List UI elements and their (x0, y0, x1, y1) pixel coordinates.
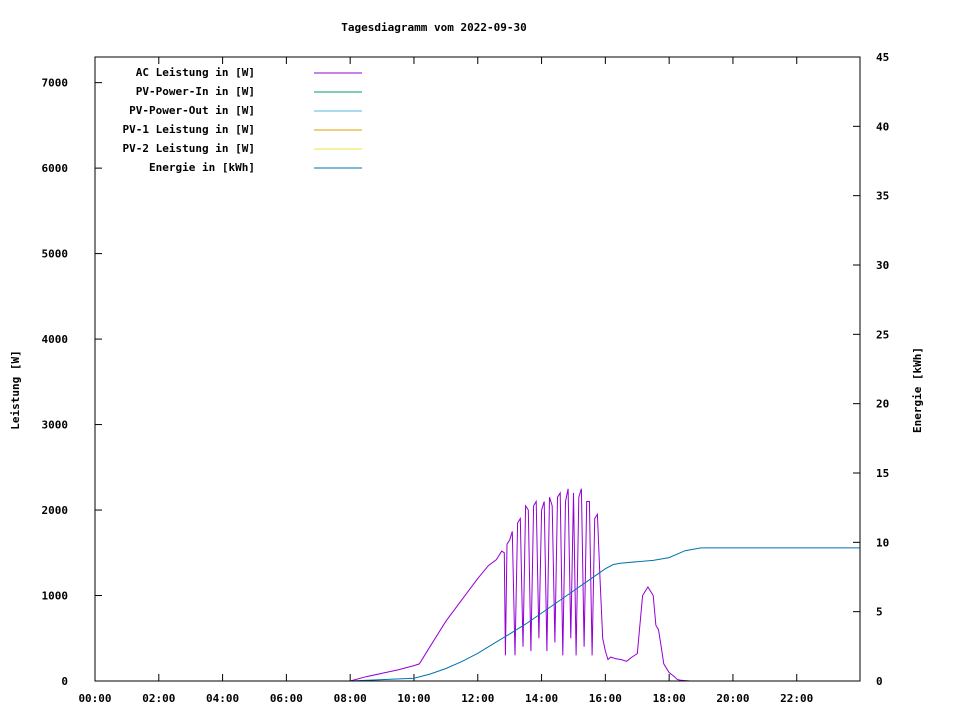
x-tick-label: 00:00 (78, 692, 111, 705)
y2-tick-label: 20 (876, 398, 889, 411)
legend-entry-label: PV-2 Leistung in [W] (123, 142, 255, 155)
chart-title: Tagesdiagramm vom 2022-09-30 (341, 21, 526, 34)
x-tick-label: 06:00 (270, 692, 303, 705)
y-tick-label: 4000 (42, 333, 69, 346)
x-tick-label: 12:00 (461, 692, 494, 705)
y2-tick-label: 15 (876, 467, 889, 480)
legend: AC Leistung in [W] PV-Power-In in [W] PV-P… (123, 66, 362, 174)
plot-frame (94, 56, 861, 682)
y2-axis-label: Energie [kWh] (911, 347, 924, 433)
y2-tick-label: 30 (876, 259, 889, 272)
legend-entry-label: Energie in [kWh] (149, 161, 255, 174)
y-tick-label: 2000 (42, 504, 69, 517)
y2-tick-label: 0 (876, 675, 883, 688)
x-tick-label: 02:00 (142, 692, 175, 705)
y2-tick-label: 40 (876, 120, 889, 133)
plot-lines (95, 488, 860, 682)
y-tick-label: 7000 (42, 77, 69, 90)
x-tick-label: 22:00 (780, 692, 813, 705)
x-tick-label: 18:00 (653, 692, 686, 705)
y2-tick-label: 25 (876, 328, 889, 341)
x-tick-label: 14:00 (525, 692, 558, 705)
x-tick-label: 08:00 (334, 692, 367, 705)
y-tick-label: 0 (61, 675, 68, 688)
x-tick-label: 10:00 (397, 692, 430, 705)
legend-entry-label: PV-1 Leistung in [W] (123, 123, 255, 136)
legend-entry-label: AC Leistung in [W] (136, 66, 255, 79)
y-tick-label: 5000 (42, 248, 69, 261)
y-tick-label: 1000 (42, 590, 69, 603)
axis-ticks: 00:00 02:00 04:00 06:00 08:00 10:00 12:00 14:00… (42, 51, 890, 705)
x-tick-label: 20:00 (716, 692, 749, 705)
series-line-0 (350, 488, 712, 682)
legend-entry-label: PV-Power-Out in [W] (129, 104, 255, 117)
y-axis-label: Leistung [W] (9, 350, 22, 429)
y-tick-label: 3000 (42, 419, 69, 432)
y2-tick-label: 35 (876, 190, 889, 203)
x-tick-label: 04:00 (206, 692, 239, 705)
y2-tick-label: 45 (876, 51, 889, 64)
series-line-5 (95, 547, 860, 682)
y2-tick-label: 5 (876, 606, 883, 619)
y-tick-label: 6000 (42, 162, 69, 175)
x-tick-label: 16:00 (589, 692, 622, 705)
legend-entry-label: PV-Power-In in [W] (136, 85, 255, 98)
y2-tick-label: 10 (876, 536, 889, 549)
